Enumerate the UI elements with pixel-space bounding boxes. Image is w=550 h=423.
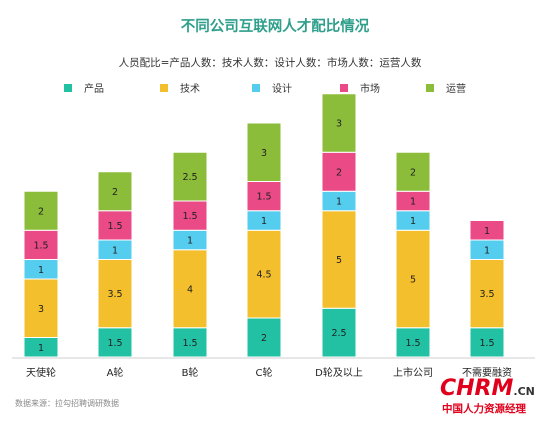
- data-label: 1: [484, 245, 490, 256]
- bar-segment: [395, 327, 431, 358]
- bar-segment: [246, 122, 282, 182]
- legend-swatch: [160, 84, 168, 92]
- x-tick-label: B轮: [182, 366, 199, 379]
- data-label: 1: [261, 216, 267, 227]
- legend-swatch: [340, 84, 348, 92]
- x-tick-label: 不需要融资: [462, 367, 512, 379]
- data-label: 2.5: [331, 328, 346, 339]
- bar-segment: [97, 259, 133, 329]
- bar-segment: [321, 210, 357, 309]
- chart-title: 不同公司互联网人才配比情况: [181, 17, 370, 35]
- data-label: 2: [336, 167, 342, 178]
- data-label: 1.5: [182, 211, 197, 222]
- data-label: 1.5: [405, 338, 420, 349]
- legend-label: 设计: [272, 82, 292, 95]
- data-label: 1: [38, 343, 44, 354]
- legend: 产品 技术 设计 市场 运营: [64, 82, 466, 95]
- bar-segment: [395, 151, 431, 192]
- x-axis-labels: 天使轮 A轮 B轮 C轮 D轮及以上 上市公司 不需要融资: [26, 366, 512, 379]
- bar-segment: [321, 307, 357, 358]
- data-label: 1: [112, 245, 118, 256]
- x-tick-label: C轮: [256, 366, 273, 379]
- bar-segment: [246, 181, 282, 212]
- data-label: 4: [187, 284, 193, 295]
- data-label: 2.5: [182, 172, 197, 183]
- chart-subtitle: 人员配比=产品人数：技术人数：设计人数：市场人数：运营人数: [119, 56, 422, 69]
- legend-swatch: [64, 84, 72, 92]
- data-label: 1: [484, 226, 490, 237]
- data-label: 3.5: [107, 289, 122, 300]
- bar-segment: [23, 278, 59, 338]
- legend-item-2: 设计: [252, 82, 292, 95]
- x-tick-label: A轮: [107, 366, 124, 379]
- data-label: 3: [38, 304, 44, 315]
- data-label: 1.5: [182, 338, 197, 349]
- bar-segment: [246, 229, 282, 319]
- legend-label: 技术: [180, 82, 200, 95]
- data-label: 1: [336, 197, 342, 208]
- data-label: 1: [38, 265, 44, 276]
- bar-segment: [23, 229, 59, 260]
- bar-segment: [172, 249, 208, 329]
- bar-segment: [172, 327, 208, 358]
- data-label: 5: [410, 275, 416, 286]
- legend-swatch: [426, 84, 434, 92]
- bar-segment: [469, 259, 505, 329]
- data-source: 数据来源：拉勾招聘调研数据: [15, 398, 119, 408]
- data-label: 1.5: [256, 192, 271, 203]
- x-tick-label: D轮及以上: [315, 366, 363, 379]
- bar-segment: [97, 210, 133, 241]
- x-tick-label: 上市公司: [393, 366, 433, 379]
- bar-segment: [246, 317, 282, 358]
- data-label: 1: [187, 236, 193, 247]
- data-label: 3: [261, 148, 267, 159]
- legend-label: 产品: [84, 82, 104, 95]
- logo-tagline: 中国人力资源经理: [442, 402, 526, 415]
- data-label: 2: [112, 187, 118, 198]
- bar-segment: [172, 151, 208, 202]
- legend-label: 运营: [446, 82, 466, 95]
- legend-label: 市场: [360, 82, 380, 95]
- data-label: 1.5: [33, 240, 48, 251]
- bars: 1 3 1 1.5 2 1.5 3.5 1 1.5 2 1.5 4 1 1.5 2.5 2 4.5 1 1.5 3 2.…: [23, 93, 505, 358]
- bar-segment: [395, 229, 431, 329]
- legend-item-1: 技术: [160, 82, 200, 95]
- data-label: 1.5: [107, 338, 122, 349]
- bar-segment: [23, 190, 59, 231]
- logo-suffix: .CN: [513, 385, 534, 398]
- bar-segment: [172, 200, 208, 231]
- data-label: 3: [336, 119, 342, 130]
- data-label: 4.5: [256, 270, 271, 281]
- data-label: 3.5: [479, 289, 494, 300]
- legend-item-0: 产品: [64, 82, 104, 95]
- data-label: 2: [410, 167, 416, 178]
- data-label: 2: [261, 333, 267, 344]
- data-label: 1.5: [479, 338, 494, 349]
- bar-segment: [321, 93, 357, 153]
- data-label: 5: [336, 255, 342, 266]
- data-label: 1: [410, 197, 416, 208]
- legend-item-3: 市场: [340, 82, 380, 95]
- logo-brand: CHRM: [440, 376, 513, 401]
- legend-swatch: [252, 84, 260, 92]
- x-tick-label: 天使轮: [26, 366, 56, 379]
- data-label: 1.5: [107, 221, 122, 232]
- legend-item-4: 运营: [426, 82, 466, 95]
- bar-segment: [469, 220, 505, 241]
- data-label: 2: [38, 206, 44, 217]
- data-label: 1: [410, 216, 416, 227]
- chrm-logo: CHRM.CN 中国人力资源经理: [440, 376, 535, 415]
- svg-text:CHRM.CN: CHRM.CN: [440, 376, 535, 401]
- bar-segment: [97, 171, 133, 212]
